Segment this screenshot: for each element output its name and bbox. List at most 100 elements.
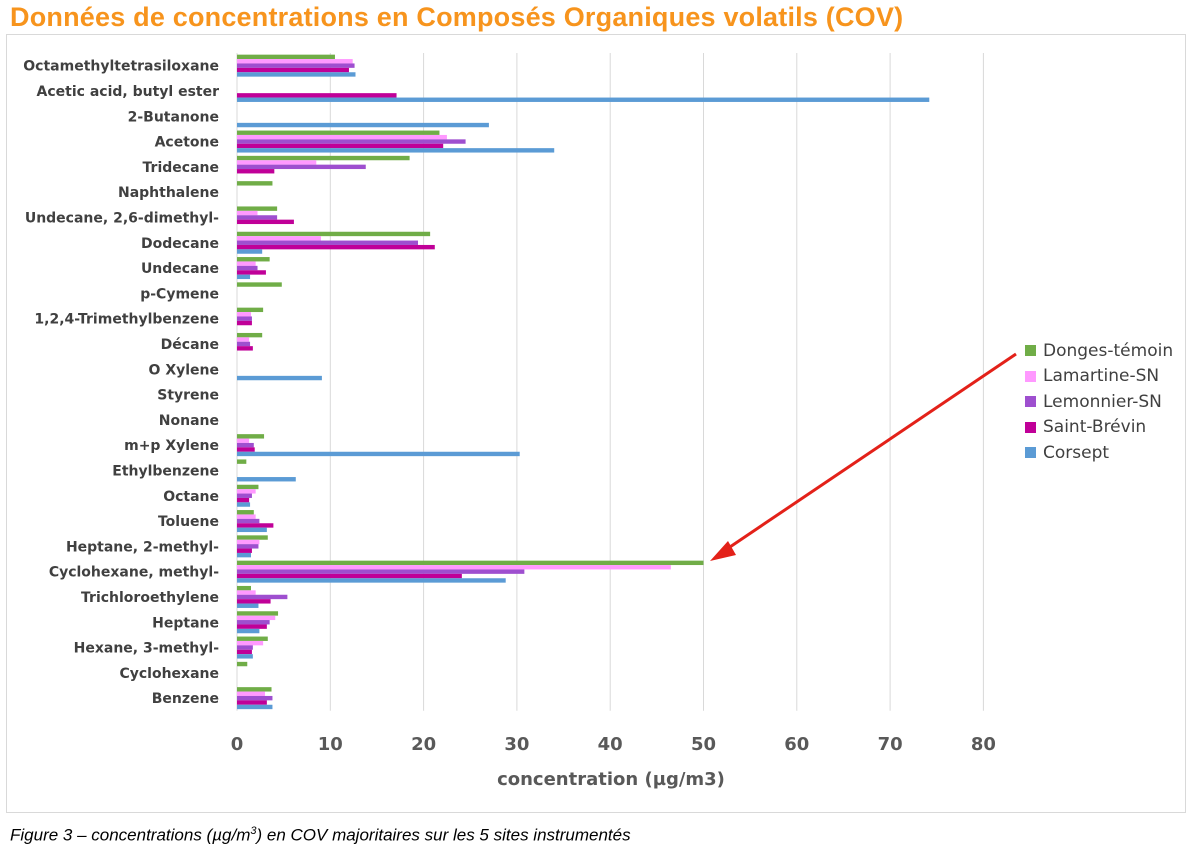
bar bbox=[237, 54, 335, 60]
x-tick-label: 80 bbox=[971, 734, 996, 755]
bar bbox=[237, 661, 248, 667]
category-label: Hexane, 3-methyl- bbox=[74, 641, 220, 657]
bar bbox=[237, 603, 259, 608]
bar bbox=[237, 63, 355, 68]
bar bbox=[237, 695, 273, 701]
bar bbox=[237, 442, 254, 448]
legend-swatch bbox=[1025, 396, 1036, 408]
bar bbox=[237, 539, 260, 545]
bars bbox=[237, 54, 930, 710]
bar bbox=[237, 249, 263, 254]
bar bbox=[237, 578, 506, 583]
x-tick-label: 50 bbox=[691, 734, 716, 755]
bar bbox=[237, 139, 466, 144]
bar bbox=[237, 346, 253, 351]
bar bbox=[237, 704, 273, 710]
bar bbox=[237, 337, 250, 342]
bar bbox=[237, 274, 251, 280]
bar bbox=[237, 265, 258, 271]
bar bbox=[237, 148, 555, 153]
x-tick-label: 0 bbox=[231, 734, 244, 755]
legend-swatch bbox=[1025, 421, 1036, 433]
bar bbox=[237, 122, 489, 128]
category-label: Heptane bbox=[152, 615, 219, 631]
bar bbox=[237, 155, 410, 161]
bar bbox=[237, 93, 397, 98]
bar bbox=[237, 502, 251, 507]
page-title: Données de concentrations en Composés Or… bbox=[10, 2, 904, 32]
bar bbox=[237, 231, 431, 237]
category-label: Naphthalene bbox=[118, 185, 219, 201]
bar bbox=[237, 560, 704, 566]
bar bbox=[237, 615, 276, 621]
x-tick-label: 40 bbox=[598, 734, 623, 755]
category-label: Ethylbenzene bbox=[112, 463, 219, 479]
bar bbox=[237, 590, 256, 595]
bar bbox=[237, 169, 275, 174]
legend: Donges-témoin Lamartine-SN Lemonnier-SN Sai… bbox=[1025, 338, 1173, 466]
caption-superscript: 3 bbox=[250, 825, 257, 837]
bar bbox=[237, 548, 252, 553]
category-label: Cyclohexane bbox=[119, 666, 219, 682]
legend-item: Saint-Brévin bbox=[1025, 415, 1173, 441]
bar bbox=[237, 332, 263, 338]
bar bbox=[237, 599, 271, 604]
bar bbox=[237, 640, 264, 646]
bar bbox=[237, 434, 265, 439]
bar bbox=[237, 282, 282, 287]
category-label: Heptane, 2-methyl- bbox=[66, 539, 219, 555]
bar bbox=[237, 219, 294, 225]
bar bbox=[237, 261, 256, 266]
category-labels: Octamethyltetrasiloxane Acetic acid, buty… bbox=[23, 59, 219, 708]
category-label: Undecane bbox=[141, 261, 219, 277]
legend-swatch bbox=[1025, 447, 1036, 459]
bar bbox=[237, 164, 366, 170]
legend-label: Lemonnier-SN bbox=[1043, 391, 1162, 412]
category-label: Octane bbox=[163, 489, 219, 505]
bar bbox=[237, 624, 267, 629]
bar bbox=[237, 489, 256, 494]
bar bbox=[237, 67, 349, 73]
bar-chart: Octamethyltetrasiloxane Acetic acid, buty… bbox=[23, 53, 1017, 790]
figure-caption: Figure 3 – concentrations (µg/m3) en COV… bbox=[10, 825, 631, 846]
legend-swatch bbox=[1025, 345, 1036, 357]
bar bbox=[237, 477, 296, 482]
bar bbox=[237, 514, 256, 519]
bar bbox=[237, 160, 317, 165]
bar bbox=[237, 654, 253, 659]
category-label: Acetone bbox=[155, 135, 219, 151]
bar bbox=[237, 497, 250, 503]
category-label: O Xylene bbox=[149, 362, 219, 378]
bar bbox=[237, 518, 260, 524]
category-label: Cyclohexane, methyl- bbox=[49, 565, 219, 581]
legend-label: Donges-témoin bbox=[1043, 340, 1174, 361]
legend-item: Lamartine-SN bbox=[1025, 364, 1173, 390]
bar bbox=[237, 130, 440, 135]
caption-suffix: ) en COV majoritaires sur les 5 sites in… bbox=[256, 825, 631, 845]
category-label: Toluene bbox=[158, 514, 219, 530]
bar bbox=[237, 569, 525, 574]
x-tick-label: 70 bbox=[878, 734, 903, 755]
bar bbox=[237, 206, 278, 211]
bar bbox=[237, 552, 251, 558]
bar bbox=[237, 620, 270, 625]
caption-prefix: Figure 3 – concentrations (µg/m bbox=[10, 825, 251, 845]
bar bbox=[237, 636, 268, 641]
bar bbox=[237, 573, 462, 579]
bar bbox=[237, 691, 265, 696]
category-label: Trichloroethylene bbox=[81, 590, 219, 606]
category-label: Octamethyltetrasiloxane bbox=[23, 59, 219, 75]
bar bbox=[237, 236, 321, 241]
x-tick-labels: 0 10 20 30 40 50 60 70 80 bbox=[231, 734, 996, 755]
x-tick-label: 30 bbox=[504, 734, 529, 755]
bar bbox=[237, 451, 520, 457]
legend-item: Lemonnier-SN bbox=[1025, 389, 1173, 415]
bar bbox=[237, 240, 419, 245]
bar bbox=[237, 215, 278, 220]
bar bbox=[237, 594, 288, 600]
category-label: Nonane bbox=[159, 413, 219, 429]
bar bbox=[237, 312, 251, 317]
category-label: Décane bbox=[161, 337, 219, 353]
category-label: m+p Xylene bbox=[124, 438, 219, 454]
bar bbox=[237, 700, 267, 705]
